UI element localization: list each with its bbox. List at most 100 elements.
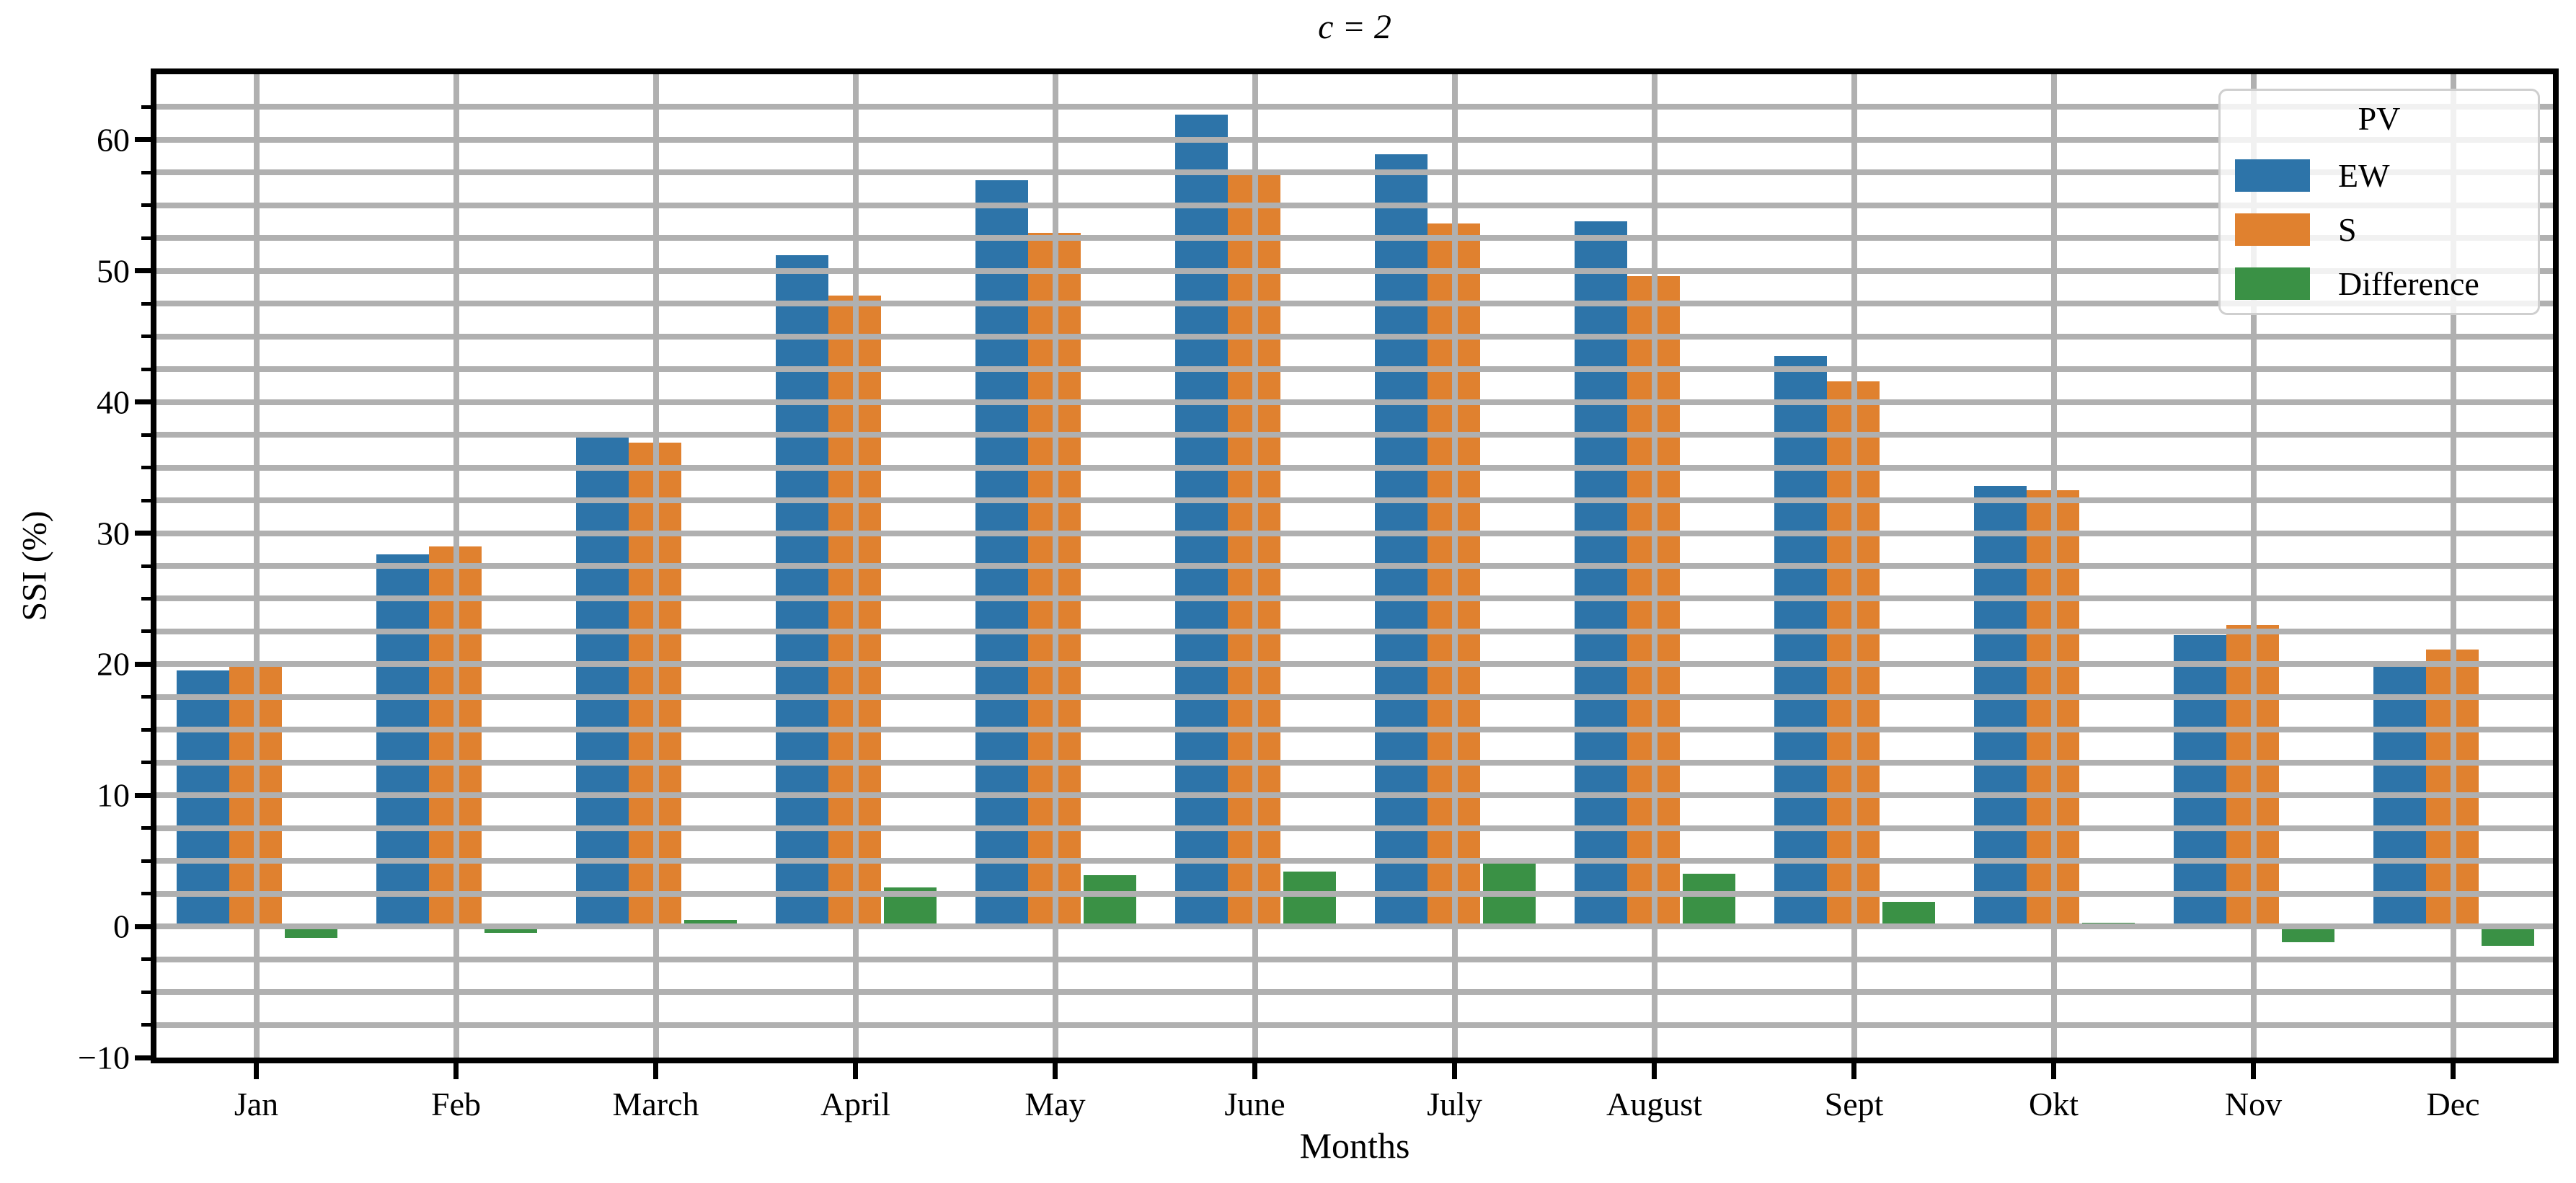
x-tick (853, 1063, 858, 1079)
y-minor-tick (141, 990, 151, 994)
x-tick (653, 1063, 658, 1079)
x-tick-label: June (1224, 1086, 1285, 1122)
v-gridline (1252, 74, 1258, 1058)
h-gridline (156, 497, 2553, 504)
h-gridline (156, 333, 2553, 340)
y-minor-tick (141, 498, 151, 502)
y-major-tick (135, 399, 151, 405)
y-minor-tick (141, 761, 151, 765)
h-gridline (156, 1022, 2553, 1028)
legend-swatch-ew (2235, 159, 2310, 192)
y-tick-label: −10 (78, 1039, 130, 1076)
chart-title: c = 2 (1318, 8, 1391, 46)
bar-ew-okt (1974, 486, 2027, 927)
y-minor-tick (141, 334, 151, 339)
y-minor-tick (141, 892, 151, 896)
h-gridline (156, 595, 2553, 602)
h-gridline (156, 628, 2553, 634)
v-gridline (2050, 74, 2057, 1058)
y-major-tick (135, 268, 151, 274)
legend-label: S (2338, 211, 2357, 248)
bar-ew-may (975, 180, 1028, 927)
x-tick-label: April (820, 1086, 891, 1122)
bar-ew-march (576, 435, 629, 927)
v-gridline (652, 74, 659, 1058)
y-minor-tick (141, 301, 151, 306)
legend-label: EW (2338, 157, 2390, 194)
y-minor-tick (141, 1023, 151, 1027)
y-minor-tick (141, 466, 151, 470)
y-minor-tick (141, 367, 151, 371)
x-tick-label: Dec (2426, 1086, 2480, 1122)
bar-difference-dec (2482, 926, 2534, 947)
v-gridline (1451, 74, 1458, 1058)
x-tick-label: March (612, 1086, 699, 1122)
h-gridline (156, 464, 2553, 471)
x-tick (254, 1063, 259, 1079)
v-gridline (1651, 74, 1657, 1058)
h-gridline (156, 104, 2553, 110)
h-gridline (156, 169, 2553, 176)
h-gridline (156, 858, 2553, 864)
h-gridline (156, 399, 2553, 405)
y-tick-label: 20 (97, 645, 130, 683)
v-gridline (453, 74, 459, 1058)
h-gridline (156, 890, 2553, 897)
legend-label: Difference (2338, 265, 2479, 302)
h-gridline (156, 956, 2553, 962)
y-tick-label: 40 (97, 384, 130, 421)
legend-entry-s: S (2221, 203, 2538, 257)
bar-ew-sept (1774, 356, 1827, 927)
h-gridline (156, 136, 2553, 143)
bar-difference-sept (1882, 901, 1935, 927)
y-tick-label: 10 (97, 776, 130, 814)
h-gridline (156, 727, 2553, 733)
legend-title: PV (2358, 100, 2401, 137)
v-gridline (1052, 74, 1058, 1058)
bar-difference-feb (484, 926, 537, 934)
h-gridline (156, 301, 2553, 307)
x-tick-label: Jan (234, 1086, 279, 1122)
x-tick (1652, 1063, 1657, 1079)
x-tick-label: August (1606, 1086, 1702, 1122)
y-tick-label: 0 (113, 908, 130, 945)
h-gridline (156, 202, 2553, 208)
h-gridline (156, 989, 2553, 996)
bar-difference-jan (285, 926, 337, 939)
x-tick-label: May (1024, 1086, 1086, 1122)
bar-ew-jan (177, 670, 229, 927)
h-gridline (156, 267, 2553, 274)
h-gridline (156, 825, 2553, 831)
y-minor-tick (141, 629, 151, 634)
y-minor-tick (141, 564, 151, 568)
bar-ew-august (1575, 221, 1627, 927)
y-minor-tick (141, 596, 151, 601)
y-tick-label: 30 (97, 515, 130, 552)
bar-difference-nov (2282, 926, 2334, 942)
legend-box: PV EW S Difference (2218, 89, 2540, 315)
v-gridline (253, 74, 260, 1058)
y-tick-label: 60 (97, 121, 130, 159)
bar-ew-feb (376, 554, 429, 927)
y-minor-tick (141, 170, 151, 174)
h-gridline (156, 923, 2553, 930)
h-gridline (156, 563, 2553, 569)
y-minor-tick (141, 826, 151, 830)
x-tick-label: Sept (1824, 1086, 1884, 1122)
x-tick (1252, 1063, 1257, 1079)
y-minor-tick (141, 695, 151, 699)
legend-entry-difference: Difference (2221, 257, 2538, 311)
y-minor-tick (141, 203, 151, 208)
x-tick-label: Nov (2224, 1086, 2283, 1122)
h-gridline (156, 235, 2553, 242)
y-minor-tick (141, 859, 151, 863)
x-tick-label: Okt (2029, 1086, 2079, 1122)
bar-ew-june (1175, 115, 1228, 927)
y-minor-tick (141, 236, 151, 240)
h-gridline (156, 792, 2553, 799)
y-major-tick (135, 792, 151, 798)
v-gridline (1851, 74, 1857, 1058)
legend-swatch-s (2235, 213, 2310, 246)
y-minor-tick (141, 957, 151, 962)
